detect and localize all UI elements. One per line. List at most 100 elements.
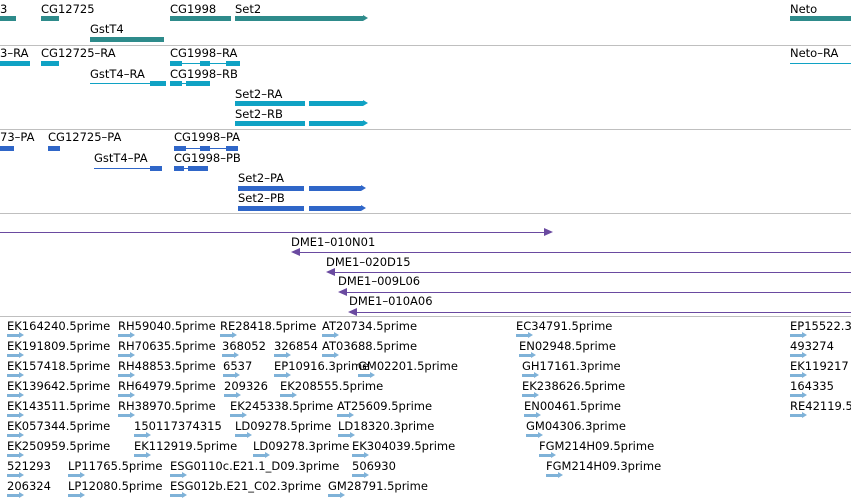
gene-label[interactable]: GstT4 xyxy=(90,22,124,36)
est-label[interactable]: EK143511.5prime xyxy=(7,399,111,413)
est-label[interactable]: EN00461.5prime xyxy=(524,399,621,413)
est-label[interactable]: 209326 xyxy=(224,379,268,393)
protein-label[interactable]: Set2–PB xyxy=(238,191,285,205)
est-bar[interactable] xyxy=(7,434,19,437)
transcript-label[interactable]: Neto–RA xyxy=(790,46,839,60)
est-label[interactable]: FGM214H09.3prime xyxy=(546,459,662,473)
transcript-bar[interactable] xyxy=(309,101,363,106)
est-label[interactable]: EK238626.5prime xyxy=(522,379,626,393)
est-label[interactable]: RH59040.5prime xyxy=(118,319,216,333)
est-bar[interactable] xyxy=(274,374,286,377)
est-bar[interactable] xyxy=(546,474,558,477)
est-label[interactable]: 164335 xyxy=(790,379,834,393)
est-label[interactable]: LD18320.3prime xyxy=(338,419,435,433)
clone-line[interactable] xyxy=(333,272,851,273)
transcript-label[interactable]: GstT4–RA xyxy=(90,67,145,81)
est-bar[interactable] xyxy=(7,414,19,417)
transcript-bar[interactable] xyxy=(309,121,363,126)
est-label[interactable]: EK157418.5prime xyxy=(7,359,111,373)
gene-label[interactable]: 3 xyxy=(0,2,8,16)
transcript-bar[interactable] xyxy=(170,61,182,66)
est-label[interactable]: AT03688.5prime xyxy=(322,339,418,353)
est-bar[interactable] xyxy=(118,354,130,357)
est-bar[interactable] xyxy=(338,434,350,437)
est-bar[interactable] xyxy=(7,334,19,337)
est-bar[interactable] xyxy=(235,434,247,437)
est-bar[interactable] xyxy=(223,374,235,377)
protein-label[interactable]: GstT4–PA xyxy=(94,151,148,165)
est-label[interactable]: RH38970.5prime xyxy=(118,399,216,413)
clone-label[interactable]: DME1–009L06 xyxy=(338,274,421,288)
est-label[interactable]: EK139642.5prime xyxy=(7,379,111,393)
est-bar[interactable] xyxy=(230,414,242,417)
est-label[interactable]: 368052 xyxy=(222,339,266,353)
gene-label[interactable]: CG1998 xyxy=(170,2,217,16)
est-label[interactable]: EP10916.3prime xyxy=(274,359,370,373)
est-label[interactable]: EK304039.5prime xyxy=(352,439,456,453)
est-label[interactable]: 521293 xyxy=(7,459,51,473)
est-bar[interactable] xyxy=(134,434,146,437)
protein-bar[interactable] xyxy=(150,166,162,171)
transcript-bar[interactable] xyxy=(226,61,240,66)
est-bar[interactable] xyxy=(522,374,534,377)
est-label[interactable]: 506930 xyxy=(352,459,396,473)
clone-label[interactable]: DME1–010A06 xyxy=(349,294,433,308)
est-label[interactable]: RH64979.5prime xyxy=(118,379,216,393)
est-label[interactable]: EK057344.5prime xyxy=(7,419,111,433)
est-bar[interactable] xyxy=(7,354,19,357)
est-bar[interactable] xyxy=(224,394,236,397)
est-label[interactable]: 6537 xyxy=(223,359,253,373)
est-bar[interactable] xyxy=(790,414,802,417)
transcript-bar[interactable] xyxy=(150,81,166,86)
est-label[interactable]: FGM214H09.5prime xyxy=(539,439,655,453)
est-bar[interactable] xyxy=(118,334,130,337)
transcript-label[interactable]: 3–RA xyxy=(0,46,29,60)
est-label[interactable]: EP15522.3 xyxy=(790,319,851,333)
est-bar[interactable] xyxy=(170,494,182,497)
est-label[interactable]: ESG0110c.E21.1_D09.3prime xyxy=(170,459,340,473)
est-label[interactable]: AT25609.5prime xyxy=(337,399,433,413)
est-label[interactable]: GM28791.5prime xyxy=(328,479,428,493)
protein-bar[interactable] xyxy=(174,146,186,151)
est-bar[interactable] xyxy=(790,354,802,357)
protein-bar[interactable] xyxy=(0,146,14,151)
est-label[interactable]: 206324 xyxy=(7,479,51,493)
protein-bar[interactable] xyxy=(309,206,361,211)
est-bar[interactable] xyxy=(328,494,340,497)
gene-label[interactable]: CG12725 xyxy=(41,2,95,16)
est-bar[interactable] xyxy=(7,494,19,497)
transcript-bar[interactable] xyxy=(200,61,210,66)
transcript-bar[interactable] xyxy=(186,81,210,86)
est-bar[interactable] xyxy=(7,454,19,457)
est-bar[interactable] xyxy=(280,394,292,397)
est-bar[interactable] xyxy=(790,334,802,337)
est-bar[interactable] xyxy=(337,414,349,417)
est-bar[interactable] xyxy=(170,474,182,477)
est-label[interactable]: RH48853.5prime xyxy=(118,359,216,373)
est-label[interactable]: 493274 xyxy=(790,339,834,353)
protein-label[interactable]: 73–PA xyxy=(0,130,35,144)
est-bar[interactable] xyxy=(68,494,80,497)
protein-bar[interactable] xyxy=(238,186,304,191)
protein-bar[interactable] xyxy=(48,146,60,151)
est-bar[interactable] xyxy=(68,474,80,477)
est-label[interactable]: EK119217 xyxy=(790,359,849,373)
gene-bar[interactable] xyxy=(41,16,59,21)
gene-label[interactable]: Neto xyxy=(790,2,818,16)
est-bar[interactable] xyxy=(358,374,370,377)
transcript-bar[interactable] xyxy=(170,81,182,86)
est-bar[interactable] xyxy=(7,474,19,477)
protein-label[interactable]: CG1998–PB xyxy=(174,151,241,165)
est-bar[interactable] xyxy=(134,454,146,457)
protein-bar[interactable] xyxy=(226,146,238,151)
est-label[interactable]: LD09278.3prime xyxy=(253,439,350,453)
est-bar[interactable] xyxy=(522,394,534,397)
est-label[interactable]: RE42119.5 xyxy=(790,399,851,413)
transcript-label[interactable]: CG12725–RA xyxy=(41,46,116,60)
protein-bar[interactable] xyxy=(174,166,184,171)
gene-bar[interactable] xyxy=(0,16,16,21)
transcript-label[interactable]: CG1998–RB xyxy=(170,67,238,81)
protein-bar[interactable] xyxy=(200,146,210,151)
protein-bar[interactable] xyxy=(238,206,304,211)
protein-label[interactable]: Set2–PA xyxy=(238,171,285,185)
